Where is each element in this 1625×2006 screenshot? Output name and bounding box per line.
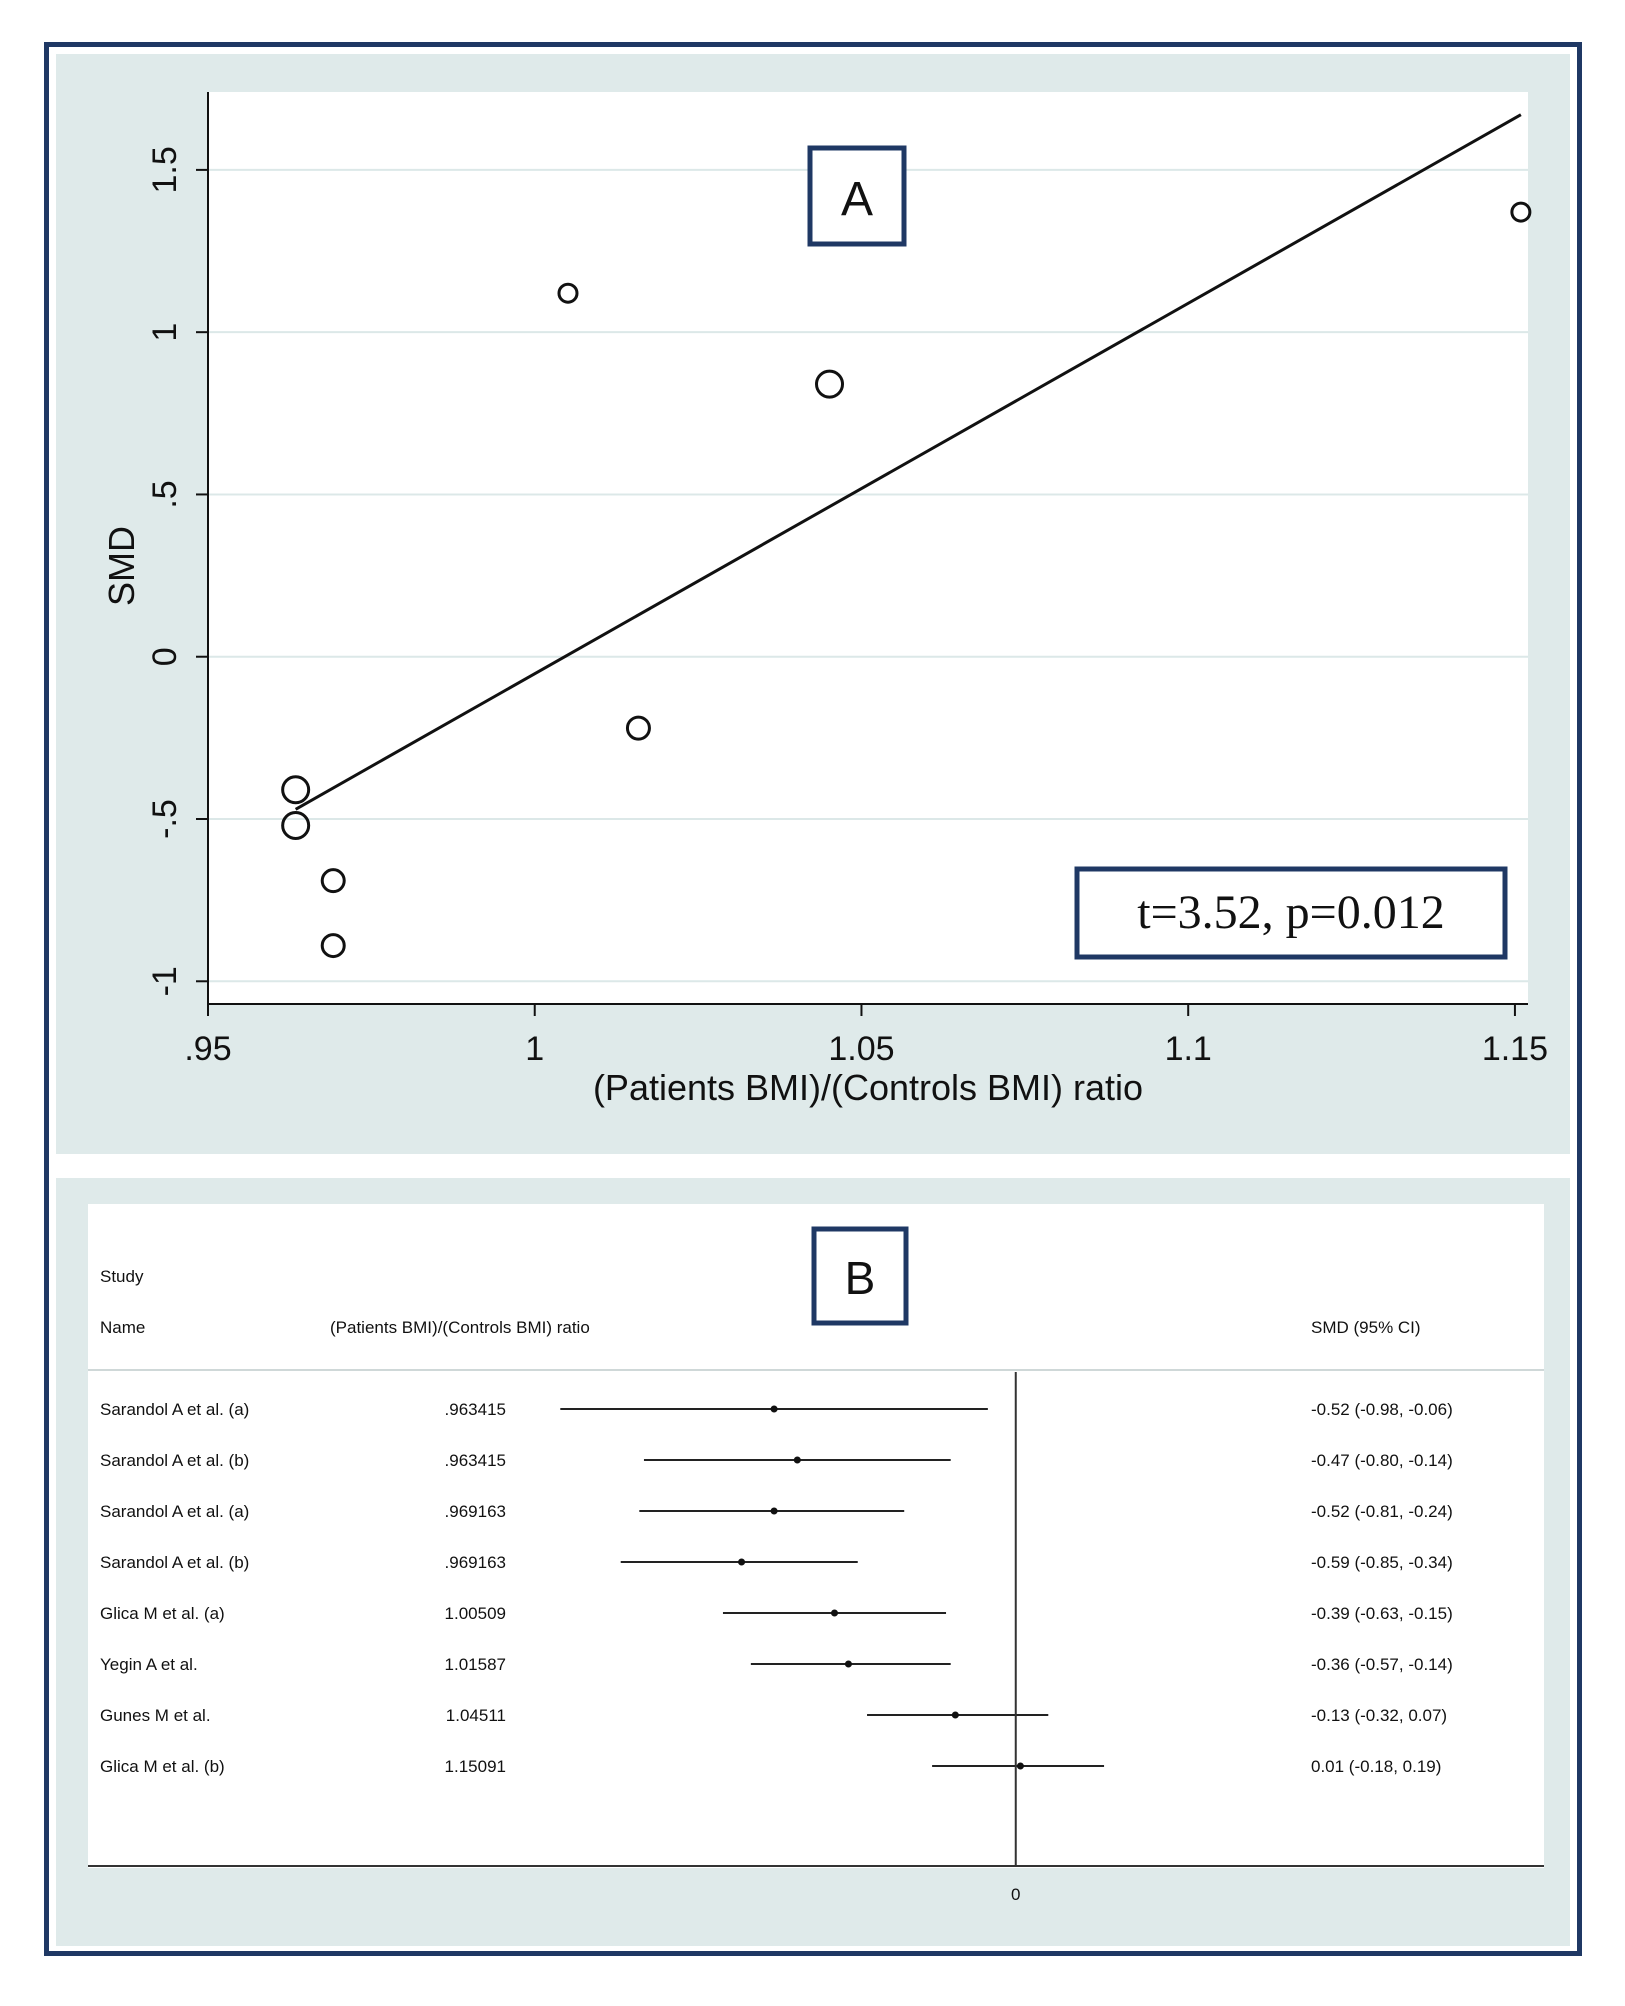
y-tick-label: 0	[146, 647, 184, 666]
scatter-point	[557, 282, 579, 304]
panel-b: B Study Name (Patients BMI)/(Controls BM…	[56, 1178, 1570, 1946]
study-name: Sarandol A et al. (b)	[100, 1553, 249, 1572]
study-name: Yegin A et al.	[100, 1655, 198, 1674]
point-estimate	[770, 1507, 778, 1515]
header-smd: SMD (95% CI)	[1311, 1318, 1421, 1337]
forest-row: Sarandol A et al. (a) .969163 -0.52 (-0.81…	[100, 1502, 1453, 1521]
header-name: Name	[100, 1318, 145, 1337]
y-tick-label: 1	[146, 323, 184, 342]
y-tick-label: -.5	[146, 799, 184, 839]
panel-a-fit-line-group	[294, 113, 1522, 811]
point-estimate	[1016, 1762, 1024, 1770]
scatter-point	[320, 868, 346, 894]
study-name: Sarandol A et al. (a)	[100, 1400, 249, 1419]
ratio-value: 1.04511	[446, 1706, 506, 1725]
study-name: Gunes M et al.	[100, 1706, 211, 1725]
header-study: Study	[100, 1267, 144, 1286]
ratio-value: .963415	[445, 1451, 506, 1470]
forest-row: Gunes M et al. 1.04511 -0.13 (-0.32, 0.07)	[100, 1706, 1447, 1725]
forest-row: Sarandol A et al. (b) .963415 -0.47 (-0.80…	[100, 1451, 1453, 1470]
scatter-point	[281, 810, 311, 840]
point-estimate	[844, 1660, 852, 1668]
study-name: Glica M et al. (a)	[100, 1604, 225, 1623]
panel-b-label-box: B	[811, 1226, 909, 1326]
y-axis-label: SMD	[101, 526, 142, 606]
x-tick-label: 1.15	[1482, 1030, 1548, 1068]
forest-row: Sarandol A et al. (a) .963415 -0.52 (-0.98…	[100, 1400, 1453, 1419]
header-ratio: (Patients BMI)/(Controls BMI) ratio	[330, 1318, 590, 1337]
x-axis-label: (Patients BMI)/(Controls BMI) ratio	[593, 1067, 1143, 1108]
forest-rows: Sarandol A et al. (a) .963415 -0.52 (-0.98…	[100, 1400, 1453, 1776]
panel-b-label: B	[845, 1252, 876, 1304]
x-tick-label: 1	[525, 1030, 544, 1068]
ratio-value: 1.00509	[445, 1604, 506, 1623]
forest-row: Glica M et al. (a) 1.00509 -0.39 (-0.63, -…	[100, 1604, 1453, 1623]
scatter-point	[815, 369, 845, 399]
scatter-point	[320, 933, 346, 959]
smd-ci-text: -0.52 (-0.81, -0.24)	[1311, 1502, 1453, 1521]
study-name: Sarandol A et al. (b)	[100, 1451, 249, 1470]
x-tick-label: 1.05	[828, 1030, 894, 1068]
smd-ci-text: -0.39 (-0.63, -0.15)	[1311, 1604, 1453, 1623]
annotation-box: t=3.52, p=0.012	[1074, 866, 1508, 960]
smd-ci-text: -0.52 (-0.98, -0.06)	[1311, 1400, 1453, 1419]
study-name: Glica M et al. (b)	[100, 1757, 225, 1776]
y-tick-label: -1	[146, 966, 184, 996]
point-estimate	[951, 1711, 959, 1719]
smd-ci-text: 0.01 (-0.18, 0.19)	[1311, 1757, 1441, 1776]
point-estimate	[770, 1405, 778, 1413]
x-tick-label: 1.1	[1165, 1030, 1212, 1068]
scatter-point	[625, 715, 651, 741]
panel-a-points	[281, 201, 1532, 959]
stat-annotation: t=3.52, p=0.012	[1137, 886, 1444, 939]
ratio-value: .969163	[445, 1502, 506, 1521]
ratio-value: .963415	[445, 1400, 506, 1419]
forest-row: Yegin A et al. 1.01587 -0.36 (-0.57, -0.14…	[100, 1655, 1453, 1674]
point-estimate	[738, 1558, 746, 1566]
forest-row: Glica M et al. (b) 1.15091 0.01 (-0.18, 0.…	[100, 1757, 1441, 1776]
point-estimate	[831, 1609, 839, 1617]
panel-a-label: A	[841, 173, 873, 226]
study-name: Sarandol A et al. (a)	[100, 1502, 249, 1521]
scatter-point	[1510, 201, 1532, 223]
ratio-value: 1.01587	[445, 1655, 506, 1674]
panel-a-gridlines	[208, 168, 1528, 983]
smd-ci-text: -0.59 (-0.85, -0.34)	[1311, 1553, 1453, 1572]
smd-ci-text: -0.47 (-0.80, -0.14)	[1311, 1451, 1453, 1470]
y-tick-label: .5	[146, 480, 184, 508]
smd-ci-text: -0.13 (-0.32, 0.07)	[1311, 1706, 1447, 1725]
panel-a-label-box: A	[807, 145, 907, 247]
ratio-value: 1.15091	[445, 1757, 506, 1776]
smd-ci-text: -0.36 (-0.57, -0.14)	[1311, 1655, 1453, 1674]
forest-row: Sarandol A et al. (b) .969163 -0.59 (-0.85…	[100, 1553, 1453, 1572]
x-tick-label: .95	[184, 1030, 231, 1068]
panel-a-axes: -1 -.5 0 .5 1 1.5 .95 1 1.05 1.1 1.15	[146, 92, 1548, 1068]
ratio-value: .969163	[445, 1553, 506, 1572]
forest-x-tick-label: 0	[1011, 1885, 1020, 1904]
y-tick-label: 1.5	[146, 146, 184, 193]
scatter-point	[281, 775, 311, 805]
forest-reference-group: 0	[1011, 1372, 1020, 1904]
fit-line	[294, 113, 1522, 811]
point-estimate	[793, 1456, 801, 1464]
panel-a: -1 -.5 0 .5 1 1.5 .95 1 1.05 1.1 1.15 A t=3.52, p=…	[56, 54, 1570, 1154]
